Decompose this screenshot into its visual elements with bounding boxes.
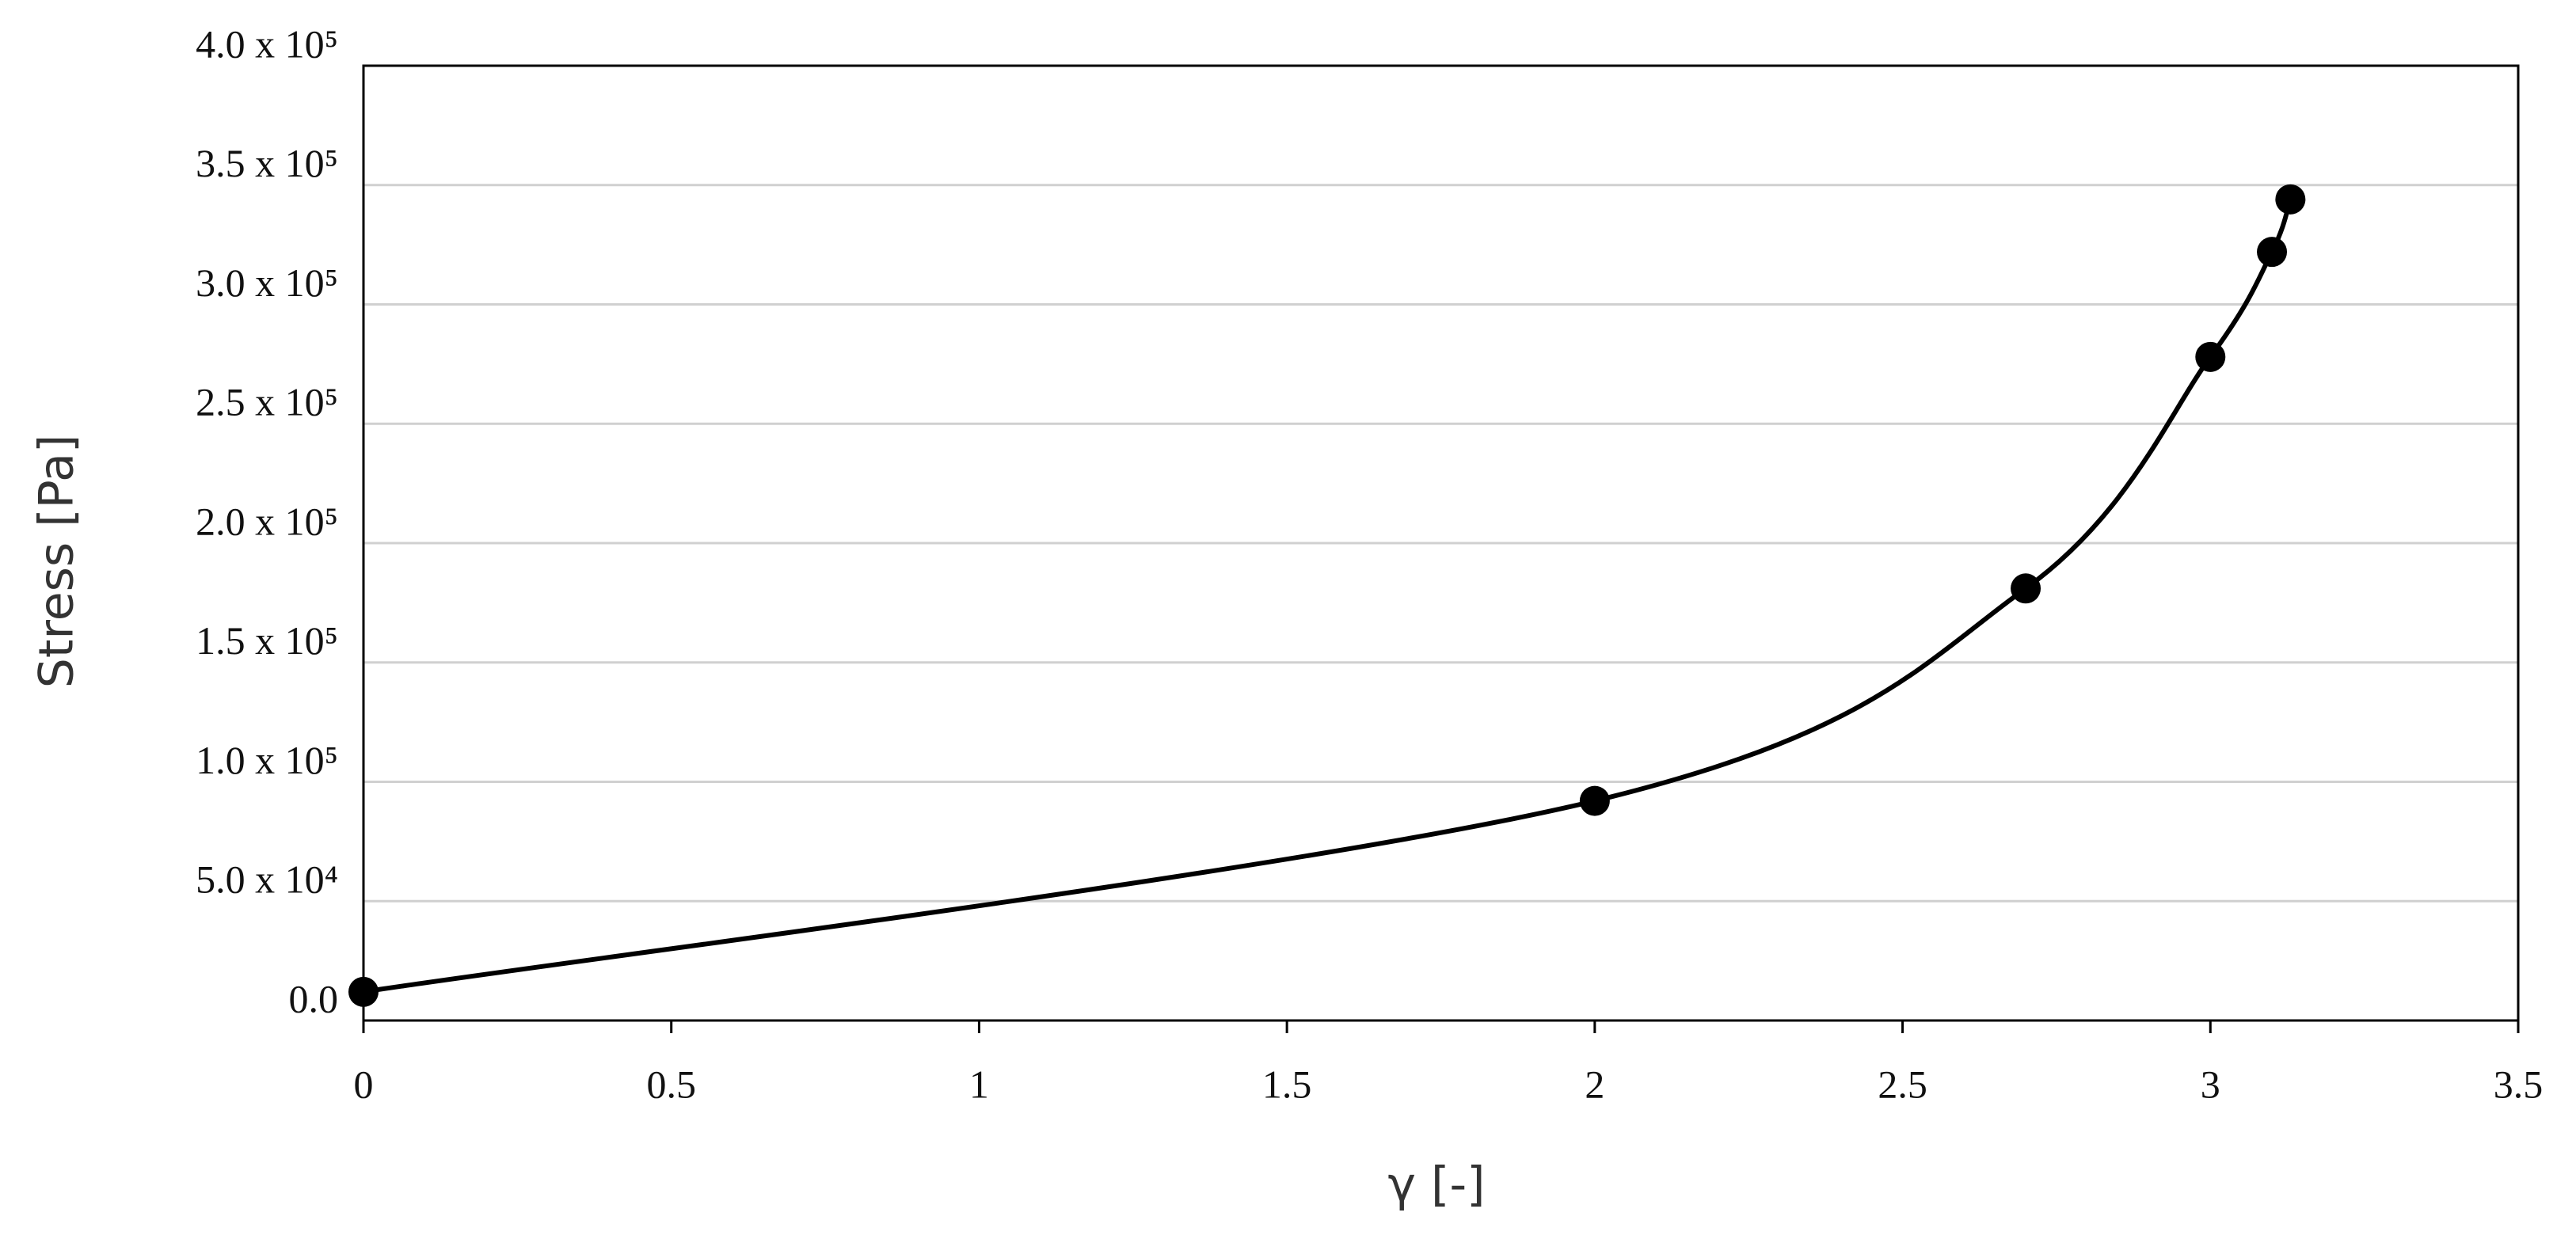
y-tick-label: 2.0 x 10⁵ [196, 499, 338, 543]
y-axis-title: Stress [Pa] [29, 435, 85, 689]
point [2195, 341, 2226, 372]
point [1579, 785, 1610, 816]
y-tick-label: 0.0 [289, 976, 339, 1020]
point [2275, 184, 2306, 215]
y-tick-label: 1.5 x 10⁵ [196, 618, 338, 663]
x-axis-title: γ [-] [1387, 1157, 1485, 1213]
x-tick-label: 3.5 [2494, 1062, 2544, 1106]
y-tick-label: 4.0 x 10⁵ [196, 21, 338, 66]
x-tick-label: 1 [969, 1062, 989, 1106]
y-tick-label: 1.0 x 10⁵ [196, 738, 338, 782]
plot-frame [362, 64, 2520, 1022]
x-tick-label: 1.5 [1262, 1062, 1312, 1106]
curve [363, 198, 2293, 994]
y-tick-label: 2.5 x 10⁵ [196, 380, 338, 424]
y-tick-label: 5.0 x 10⁴ [196, 857, 338, 902]
point [2257, 237, 2288, 268]
x-tick-label: 0 [354, 1062, 374, 1106]
x-tick-label: 3 [2201, 1062, 2220, 1106]
point [348, 976, 379, 1007]
y-tick-label: 3.5 x 10⁵ [196, 141, 338, 185]
point [2011, 573, 2041, 604]
x-tick-label: 2 [1585, 1062, 1604, 1106]
x-tick-label: 2.5 [1878, 1062, 1927, 1106]
x-tick-label: 0.5 [646, 1062, 696, 1106]
y-tick-label: 3.0 x 10⁵ [196, 260, 338, 305]
